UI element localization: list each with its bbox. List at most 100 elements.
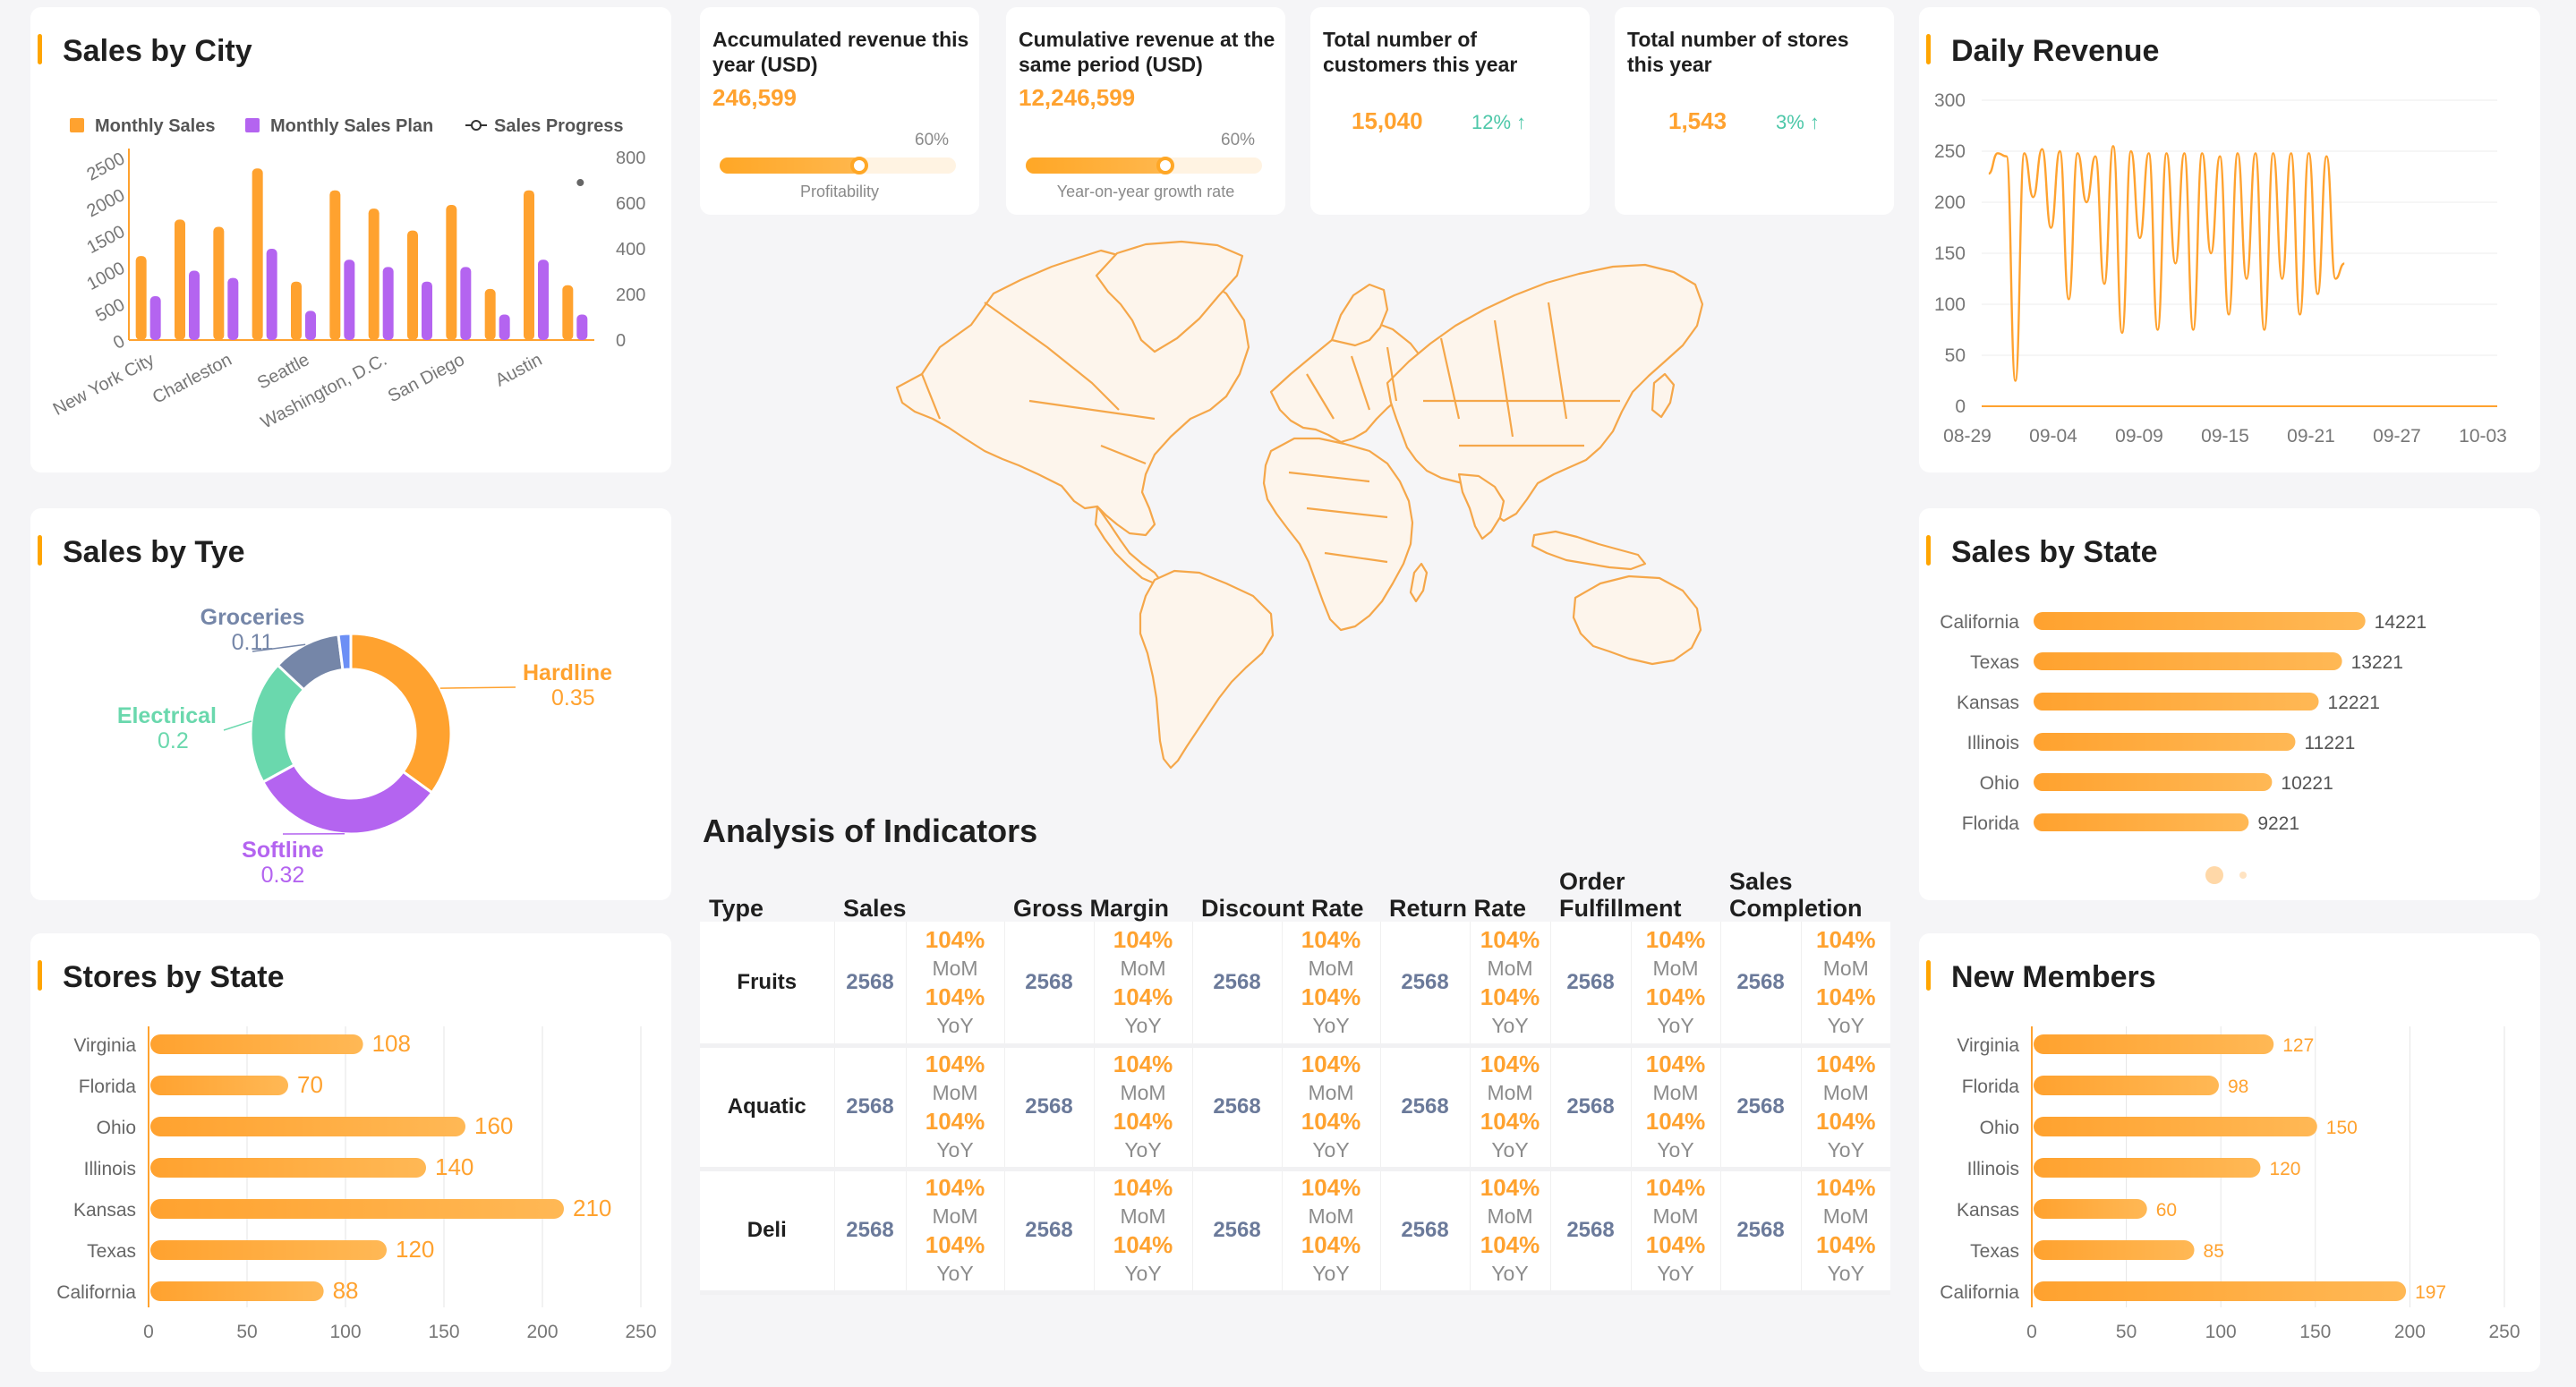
bar-value-label: 85: [2204, 1241, 2224, 1262]
bar-monthly-sales-plan: [189, 270, 200, 340]
bar-value-label: 88: [333, 1277, 359, 1304]
bar: [2034, 813, 2249, 831]
cell-value: 2568: [1379, 922, 1471, 1048]
bar-monthly-sales-plan: [227, 277, 239, 340]
mom-label: MoM: [1652, 956, 1699, 980]
y2-tick-label: 800: [616, 149, 645, 168]
y2-tick-label: 0: [616, 331, 626, 351]
mom-value: 104%: [1480, 925, 1540, 953]
kpi-accumulated-revenue: Accumulated revenue this year (USD) 246,…: [700, 7, 979, 215]
greenland: [1095, 240, 1244, 353]
yoy-value: 104%: [1301, 1108, 1361, 1135]
bar-value-label: 11221: [2304, 733, 2355, 753]
south-america: [1139, 569, 1275, 770]
y-tick-label: 200: [1934, 192, 1966, 213]
title-accent-bar: [38, 960, 42, 991]
mom-label: MoM: [1487, 1204, 1533, 1228]
cell-change: 104% MoM 104% YoY: [1630, 1045, 1721, 1171]
yoy-label: YoY: [936, 1138, 974, 1162]
card-title: New Members: [1951, 960, 2156, 994]
point-sales-progress: [576, 179, 584, 187]
kpi-title: Cumulative revenue at the same period (U…: [1019, 28, 1275, 76]
cell-value: 2568: [833, 1045, 906, 1171]
cell-change: 104% MoM 104% YoY: [1093, 922, 1193, 1048]
bar: [150, 1281, 324, 1301]
australia: [1572, 574, 1702, 666]
bar-monthly-sales-plan: [305, 311, 316, 340]
bar-value-label: 14221: [2375, 612, 2427, 633]
y-tick-label: 2000: [84, 185, 129, 221]
bar-value-label: 210: [573, 1195, 611, 1221]
yoy-value: 104%: [1480, 1108, 1540, 1135]
kpi-title: Accumulated revenue this year (USD): [712, 28, 969, 76]
bar-value-label: 9221: [2257, 813, 2299, 834]
x-tick-label: 09-04: [2029, 426, 2077, 447]
cell-change: 104% MoM 104% YoY: [1469, 1045, 1551, 1171]
x-tick-label: 150: [428, 1322, 459, 1342]
y-tick-label: 500: [92, 294, 128, 326]
bar-monthly-sales: [484, 288, 496, 340]
mom-label: MoM: [1822, 956, 1869, 980]
yoy-value: 104%: [1113, 1231, 1173, 1258]
world-map[interactable]: [886, 240, 1710, 777]
bar-value-label: 140: [435, 1153, 473, 1180]
yoy-value: 104%: [1113, 983, 1173, 1010]
kpi-title: Total number of stores this year: [1627, 28, 1849, 76]
sales-by-city-chart: Monthly Sales Monthly Sales Plan Sales Pro…: [50, 116, 646, 433]
mom-label: MoM: [1822, 1081, 1869, 1104]
bar-value-label: 13221: [2351, 652, 2403, 673]
yoy-label: YoY: [1827, 1262, 1864, 1285]
mom-label: MoM: [932, 1204, 978, 1228]
daily-revenue-card: Daily Revenue 0 50 100 150 200 250 300 08-29 09-…: [1919, 7, 2540, 472]
x-tick-label: 250: [625, 1322, 656, 1342]
bar-monthly-sales: [524, 190, 534, 340]
bar-monthly-sales-plan: [344, 260, 355, 340]
title-accent-bar: [1926, 535, 1931, 566]
bar-monthly-sales-plan: [266, 249, 277, 340]
bar-monthly-sales: [291, 281, 302, 340]
cell-change: 104% MoM 104% YoY: [1469, 922, 1551, 1048]
cell-value: 2568: [1549, 1045, 1632, 1171]
yoy-label: YoY: [1657, 1013, 1694, 1037]
pager-dot-active[interactable]: [2205, 866, 2223, 884]
table-row: Fruits 2568 104% MoM 104% YoY 2568 104% MoM 104% Y…: [700, 922, 1891, 1048]
legend-marker: [471, 120, 482, 131]
cell-change: 104% MoM 104% YoY: [1630, 922, 1721, 1048]
x-tick-label: 0: [143, 1322, 154, 1342]
row-type: Aquatic: [700, 1045, 834, 1171]
stores-by-state-card: Stores by State 0 50 100 150 200 250 Virginia 1…: [30, 933, 671, 1372]
pager-dot[interactable]: [2239, 872, 2247, 879]
yoy-label: YoY: [1124, 1013, 1162, 1037]
x-tick-label: 08-29: [1943, 426, 1992, 447]
cell-value: 2568: [1719, 922, 1802, 1048]
yoy-value: 104%: [1816, 1231, 1876, 1258]
bar: [2034, 652, 2342, 670]
bar: [2034, 693, 2319, 711]
bar-value-label: 70: [297, 1071, 323, 1098]
kpi-value: 1,543: [1668, 107, 1727, 134]
sales-by-type-card: Sales by Tye Hardline 0.35 Softline 0.32 Ele…: [30, 508, 671, 900]
x-tick-label: Charleston: [149, 350, 235, 408]
x-tick-label: 50: [236, 1322, 257, 1342]
cell-value: 2568: [1191, 922, 1283, 1048]
legend-label: Monthly Sales Plan: [270, 116, 433, 136]
yoy-label: YoY: [1827, 1013, 1864, 1037]
yoy-value: 104%: [1301, 983, 1361, 1010]
label-leader: [223, 720, 252, 731]
category-label: Kansas: [1957, 693, 2019, 713]
y-tick-label: 0: [1955, 396, 1966, 417]
header-discount-rate: Discount Rate: [1201, 895, 1364, 922]
bar: [150, 1199, 564, 1219]
kpi-percent: 60%: [1221, 131, 1256, 149]
category-label: Illinois: [1967, 733, 2019, 753]
bar-monthly-sales-plan: [460, 267, 472, 340]
header-type: Type: [709, 895, 764, 922]
bar-monthly-sales-plan: [149, 296, 161, 340]
bar-value-label: 108: [372, 1030, 411, 1057]
mom-value: 104%: [1301, 1051, 1361, 1077]
x-tick-label: New York City: [50, 350, 158, 420]
x-tick-label: 09-09: [2115, 426, 2163, 447]
header-return-rate: Return Rate: [1389, 895, 1527, 922]
x-tick-label: San Diego: [385, 350, 468, 406]
category-label: Ohio: [1980, 773, 2019, 794]
